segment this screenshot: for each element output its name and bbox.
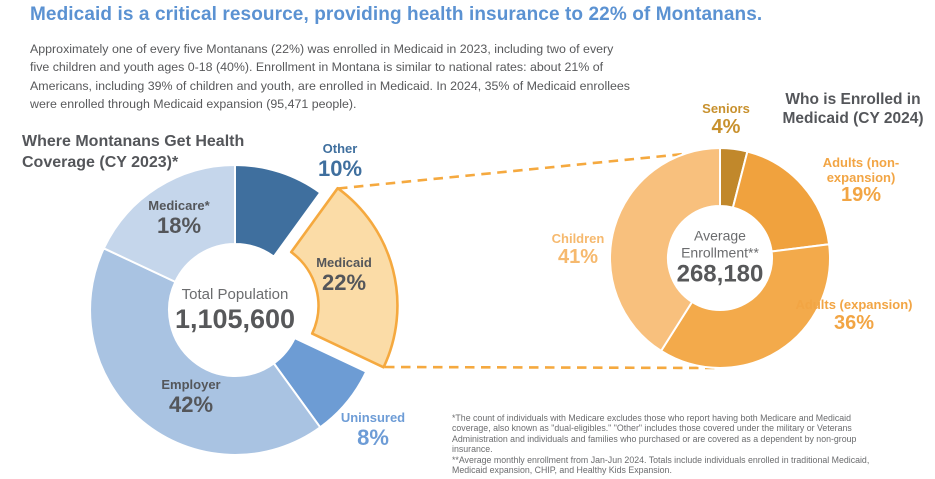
label-children: Children 41% [512, 231, 644, 268]
label-other: Other 10% [274, 141, 406, 181]
label-adults-expansion: Adults (expansion) 36% [788, 297, 920, 334]
average-enrollment-label: Average Enrollment** [681, 227, 759, 261]
footnotes: *The count of individuals with Medicare … [452, 413, 884, 475]
intro-paragraph: Approximately one of every five Montanan… [30, 42, 630, 111]
label-adults-expansion-name: Adults (expansion) [795, 297, 913, 312]
donut-segment-children [609, 147, 721, 352]
label-medicaid-pct: 22% [321, 269, 367, 295]
donut-segment-adults-non-expansion [731, 150, 831, 253]
label-medicaid: Medicaid 22% [278, 255, 410, 295]
donut-segment-other [234, 164, 322, 258]
label-children-name: Children [551, 231, 605, 246]
label-medicare-pct: 18% [156, 212, 202, 238]
average-enrollment-value: 268,180 [676, 260, 764, 288]
callout-dashed-line-bottom [384, 365, 717, 370]
callout-dashed-line-top [337, 152, 685, 190]
right-chart-title: Who is Enrolled in Medicaid (CY 2024) [782, 91, 924, 127]
footnote-medicare-other: *The count of individuals with Medicare … [452, 413, 857, 455]
donut-segment-medicare [102, 164, 236, 283]
label-uninsured: Uninsured 8% [307, 410, 439, 450]
donut-segment-medicaid [289, 186, 399, 369]
label-uninsured-pct: 8% [357, 424, 389, 450]
label-seniors-pct: 4% [711, 115, 741, 138]
label-medicare-name: Medicare* [148, 198, 210, 213]
label-seniors: Seniors 4% [660, 101, 792, 138]
donut-segment-employer [89, 247, 322, 456]
total-population-label: Total Population [181, 286, 289, 303]
label-employer: Employer 42% [125, 377, 257, 417]
left-chart-title: Where Montanans Get Health Coverage (CY … [22, 133, 245, 171]
left-donut-center: Total Population 1,105,600 [150, 286, 320, 334]
right-donut-center: Average Enrollment** 268,180 [659, 228, 781, 289]
label-employer-pct: 42% [168, 391, 214, 417]
label-other-name: Other [322, 141, 358, 156]
total-population-value: 1,105,600 [174, 304, 296, 334]
label-medicaid-name: Medicaid [316, 255, 372, 270]
label-adults-non-expansion-name: Adults (non-expansion) [822, 155, 900, 185]
label-children-pct: 41% [557, 245, 599, 268]
label-adults-non-expansion-pct: 19% [840, 184, 882, 206]
footnote-average-enrollment: **Average monthly enrollment from Jan-Ju… [452, 454, 870, 476]
label-adults-non-expansion: Adults (non-expansion) 19% [795, 155, 927, 206]
label-employer-name: Employer [161, 377, 221, 392]
label-seniors-name: Seniors [702, 101, 750, 116]
label-uninsured-name: Uninsured [340, 410, 406, 425]
donut-segment-adults-expansion [660, 243, 831, 369]
label-other-pct: 10% [317, 155, 363, 181]
label-adults-expansion-pct: 36% [833, 311, 875, 334]
label-medicare: Medicare* 18% [113, 198, 245, 238]
page-title: Medicaid is a critical resource, providi… [30, 4, 763, 25]
